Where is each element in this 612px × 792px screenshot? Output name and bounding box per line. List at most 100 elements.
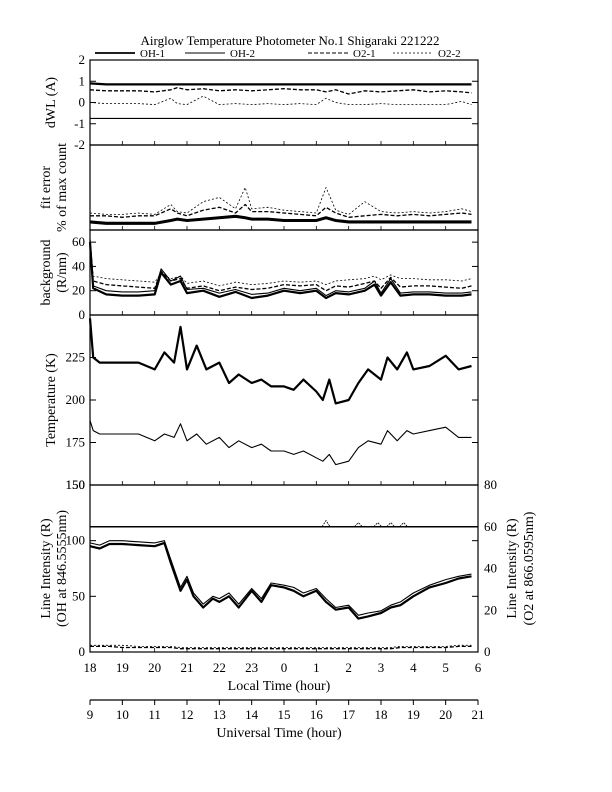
y-axis-label: dWL (A) bbox=[44, 77, 59, 129]
panel-fit_error: fit error% of max count bbox=[39, 143, 479, 232]
local-time-tick: 6 bbox=[475, 660, 482, 675]
y-tick-label: 0 bbox=[79, 307, 86, 322]
y-tick-label: 2 bbox=[79, 52, 86, 67]
y2-tick-label: 60 bbox=[484, 519, 497, 534]
local-time-tick: 21 bbox=[181, 660, 194, 675]
series-line-oh-2-temperature bbox=[89, 420, 472, 466]
y-axis-label: fit error bbox=[39, 166, 54, 209]
y-tick-label: 40 bbox=[72, 258, 85, 273]
local-time-tick: 20 bbox=[148, 660, 161, 675]
o2-spike bbox=[321, 519, 331, 527]
local-time-tick: 0 bbox=[281, 660, 288, 675]
series-line-oh-1-fit_error bbox=[89, 214, 472, 224]
local-time-tick: 1 bbox=[313, 660, 320, 675]
ut-tick-label: 18 bbox=[375, 707, 388, 722]
y-tick-label: -1 bbox=[74, 116, 85, 131]
panel-frame bbox=[89, 144, 479, 231]
y-tick-label: 150 bbox=[66, 477, 86, 492]
y2-tick-label: 0 bbox=[484, 644, 491, 659]
series-line-o2-2-fit_error bbox=[89, 187, 472, 215]
series-line-oh-1-background bbox=[88, 242, 472, 300]
series-line-oh-1-temperature bbox=[88, 318, 472, 405]
y2-axis-label-2: (O2 at 866.0595nm) bbox=[522, 511, 537, 625]
local-time-tick: 4 bbox=[410, 660, 417, 675]
legend-label-oh-1: OH-1 bbox=[140, 48, 165, 60]
series-line-oh-1-dwl bbox=[89, 82, 472, 86]
ut-tick-label: 15 bbox=[278, 707, 291, 722]
o2-spike bbox=[354, 521, 363, 528]
chart-panels: -2 -1 0 1 2 dWL (A) fit error% of max count 0 20… bbox=[39, 52, 537, 659]
series-line-oh-2-background bbox=[89, 242, 472, 297]
ut-tick-label: 19 bbox=[407, 707, 420, 722]
legend-label-o2-1: O2-1 bbox=[353, 48, 376, 60]
y-tick-label: 0 bbox=[79, 95, 86, 110]
y-tick-label: 100 bbox=[66, 533, 86, 548]
local-time-tick: 18 bbox=[84, 660, 97, 675]
panel-frame bbox=[89, 229, 479, 316]
ut-tick-label: 10 bbox=[116, 707, 129, 722]
series-line-o2-1-background bbox=[89, 239, 472, 292]
y-tick-label: 150 bbox=[66, 477, 86, 492]
ut-tick-label: 16 bbox=[310, 707, 324, 722]
o2-spike bbox=[399, 521, 408, 528]
panel-frame bbox=[89, 59, 479, 146]
y2-tick-label: 80 bbox=[484, 477, 497, 492]
o2-spike bbox=[386, 521, 395, 528]
y-tick-label: -2 bbox=[74, 137, 85, 152]
panel-frame bbox=[89, 314, 479, 486]
local-time-tick: 2 bbox=[345, 660, 352, 675]
y-tick-label: 200 bbox=[66, 392, 86, 407]
ut-tick-label: 9 bbox=[87, 707, 94, 722]
ut-tick-label: 21 bbox=[472, 707, 485, 722]
legend: OH-1 OH-2 O2-1 O2-2 bbox=[95, 48, 461, 60]
series-line-oh-1-intensity bbox=[89, 541, 472, 620]
local-time-tick: 23 bbox=[245, 660, 258, 675]
y-axis-label-2: (R/nm) bbox=[55, 252, 70, 293]
ut-tick-label: 12 bbox=[181, 707, 194, 722]
y-tick-label: 60 bbox=[72, 234, 85, 249]
y2-tick-label: 40 bbox=[484, 561, 497, 576]
panel-dwl: -2 -1 0 1 2 dWL (A) bbox=[44, 52, 479, 152]
y-axis-label-2: (OH at 846.5555nm) bbox=[55, 510, 70, 627]
y-tick-label: 0 bbox=[79, 644, 86, 659]
y-tick-label: 20 bbox=[72, 283, 85, 298]
series-line-o2-1-intensity bbox=[90, 645, 472, 650]
series-line-o2-2-intensity bbox=[90, 644, 472, 648]
series-line-o2-1-dwl bbox=[89, 86, 472, 95]
panel-temperature: 150 175 200 225 Temperature (K) bbox=[44, 314, 479, 492]
y2-axis-label: Line Intensity (R) bbox=[505, 518, 520, 619]
series-line-o2-2-background bbox=[89, 239, 472, 287]
local-time-tick: 22 bbox=[213, 660, 226, 675]
series-line-oh-2-intensity bbox=[89, 540, 472, 616]
o2-spike bbox=[373, 521, 383, 528]
local-time-tick: 19 bbox=[116, 660, 129, 675]
panel-background: 0 20 40 60 background (R/nm) bbox=[39, 229, 479, 322]
y-axis-label: background bbox=[39, 239, 54, 305]
y-tick-label: 225 bbox=[66, 350, 86, 365]
y-tick-label: 1 bbox=[79, 73, 86, 88]
y-axis-label: Temperature (K) bbox=[44, 353, 59, 447]
local-time-tick: 5 bbox=[442, 660, 449, 675]
chart-title: Airglow Temperature Photometer No.1 Shig… bbox=[141, 33, 440, 48]
y-tick-label: 50 bbox=[72, 588, 85, 603]
ut-tick-label: 14 bbox=[245, 707, 259, 722]
local-time-label: Local Time (hour) bbox=[228, 679, 331, 694]
legend-label-o2-2: O2-2 bbox=[438, 48, 461, 60]
ut-tick-label: 11 bbox=[148, 707, 161, 722]
y-axis-label: Line Intensity (R) bbox=[39, 518, 54, 619]
series-line-oh-2-fit_error bbox=[89, 216, 472, 225]
ut-axis-label: Universal Time (hour) bbox=[216, 726, 342, 741]
y-axis-label-2: % of max count bbox=[55, 143, 70, 232]
local-time-tick: 3 bbox=[378, 660, 385, 675]
y2-tick-label: 20 bbox=[484, 602, 497, 617]
y-tick-label: 175 bbox=[66, 435, 86, 450]
series-line-o2-1-fit_error bbox=[90, 203, 472, 218]
ut-tick-label: 20 bbox=[439, 707, 452, 722]
legend-label-oh-2: OH-2 bbox=[230, 48, 255, 60]
ut-tick-label: 13 bbox=[213, 707, 226, 722]
series-line-o2-2-dwl bbox=[89, 95, 472, 105]
